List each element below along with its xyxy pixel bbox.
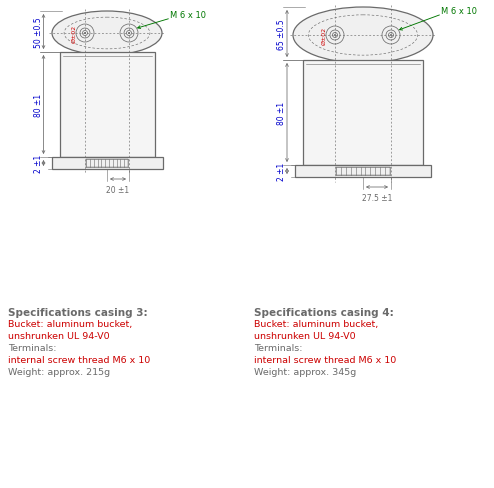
Text: unshrunken UL 94-V0: unshrunken UL 94-V0 — [254, 331, 356, 340]
Text: Specifications casing 3:: Specifications casing 3: — [8, 307, 148, 317]
Text: Terminals:: Terminals: — [8, 343, 56, 352]
Text: Weight: approx. 345g: Weight: approx. 345g — [254, 367, 356, 376]
Text: Ø±02: Ø±02 — [72, 25, 77, 43]
Text: 2 ±1: 2 ±1 — [278, 163, 287, 181]
Bar — [51, 158, 163, 170]
Text: internal screw thread M6 x 10: internal screw thread M6 x 10 — [254, 355, 396, 364]
Ellipse shape — [293, 8, 433, 64]
Text: M 6 x 10: M 6 x 10 — [441, 6, 477, 16]
Circle shape — [390, 35, 392, 37]
Text: 65 ±0.5: 65 ±0.5 — [278, 19, 287, 50]
Circle shape — [128, 33, 130, 35]
Text: internal screw thread M6 x 10: internal screw thread M6 x 10 — [8, 355, 150, 364]
Text: 2 ±1: 2 ±1 — [34, 155, 43, 173]
Text: 50 ±0.5: 50 ±0.5 — [34, 17, 43, 48]
Text: M 6 x 10: M 6 x 10 — [170, 10, 206, 20]
Text: Bucket: aluminum bucket,: Bucket: aluminum bucket, — [254, 319, 378, 328]
Text: 27.5 ±1: 27.5 ±1 — [362, 194, 392, 203]
Bar — [295, 165, 431, 178]
Bar — [86, 160, 128, 168]
Circle shape — [334, 35, 336, 37]
Text: Weight: approx. 215g: Weight: approx. 215g — [8, 367, 110, 376]
Text: 20 ±1: 20 ±1 — [106, 185, 129, 195]
Text: Specifications casing 4:: Specifications casing 4: — [254, 307, 394, 317]
Text: 80 ±1: 80 ±1 — [278, 102, 287, 125]
Circle shape — [84, 33, 86, 35]
FancyBboxPatch shape — [303, 61, 423, 165]
Text: Bucket: aluminum bucket,: Bucket: aluminum bucket, — [8, 319, 132, 328]
Text: 80 ±1: 80 ±1 — [34, 94, 43, 117]
FancyBboxPatch shape — [59, 53, 155, 158]
Ellipse shape — [52, 12, 162, 56]
Text: Ø±02: Ø±02 — [322, 27, 327, 45]
Bar — [336, 168, 390, 176]
Text: Terminals:: Terminals: — [254, 343, 302, 352]
Text: unshrunken UL 94-V0: unshrunken UL 94-V0 — [8, 331, 110, 340]
